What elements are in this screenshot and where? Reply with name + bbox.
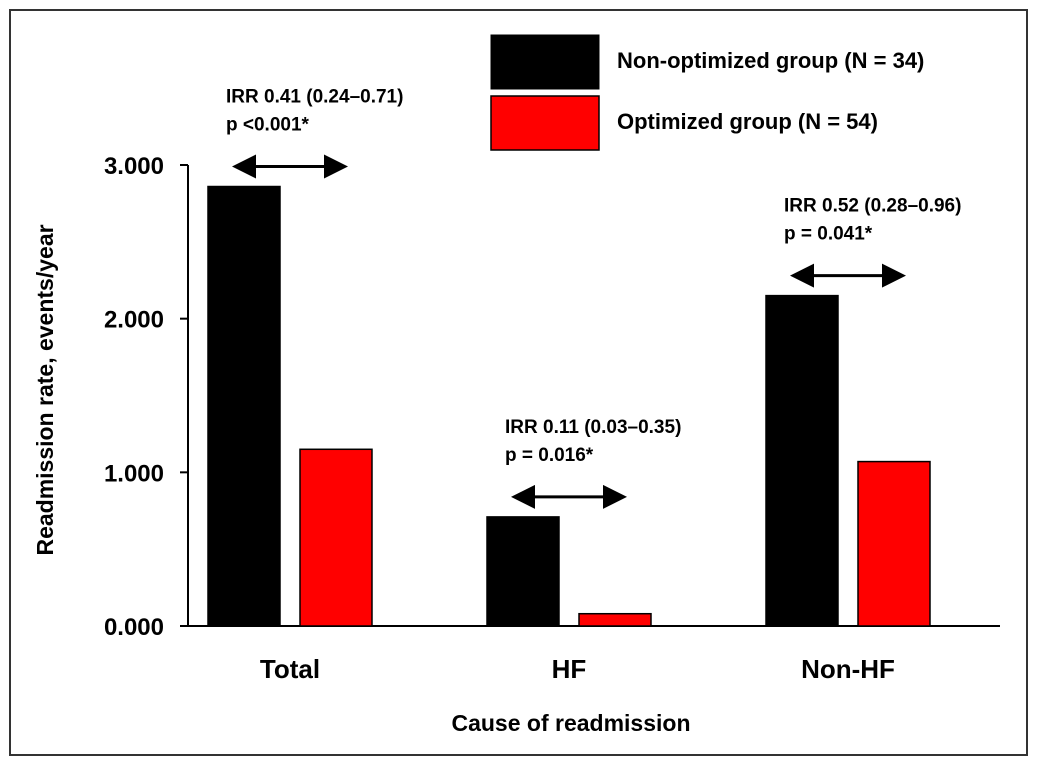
p-value-annotation: p <0.001* [226,115,310,136]
x-tick-label: HF [552,654,587,684]
bar-optimized [857,460,931,627]
x-axis-label: Cause of readmission [451,710,690,736]
y-axis-label: Readmission rate, events/year [32,224,58,555]
y-tick-label: 1.000 [104,460,164,487]
irr-annotation: IRR 0.41 (0.24–0.71) [226,87,403,108]
bar-optimized [299,448,373,627]
bar-non-optimized [207,185,281,627]
bar-optimized [578,612,652,627]
p-value-annotation: p = 0.041* [784,224,873,245]
legend-swatch-non-optimized [490,34,600,90]
legend: Non-optimized group (N = 34) Optimized g… [490,34,924,151]
bar-non-optimized [765,294,839,627]
y-tick-label: 3.000 [104,153,164,180]
x-tick-label: Total [260,654,320,684]
x-tick-label: Non-HF [801,654,895,684]
p-value-annotation: p = 0.016* [505,445,594,466]
legend-label-non-optimized: Non-optimized group (N = 34) [617,48,924,73]
y-tick-label: 2.000 [104,307,164,334]
y-tick-label: 0.000 [104,614,164,641]
plot-area: 0.000 1.000 2.000 3.000 Total HF Non-HF IRR 0.4… [104,87,1000,684]
legend-label-optimized: Optimized group (N = 54) [617,109,878,134]
bar-non-optimized [486,516,560,627]
legend-swatch-optimized [490,95,600,151]
irr-annotation: IRR 0.52 (0.28–0.96) [784,196,961,217]
irr-annotation: IRR 0.11 (0.03–0.35) [505,417,681,438]
